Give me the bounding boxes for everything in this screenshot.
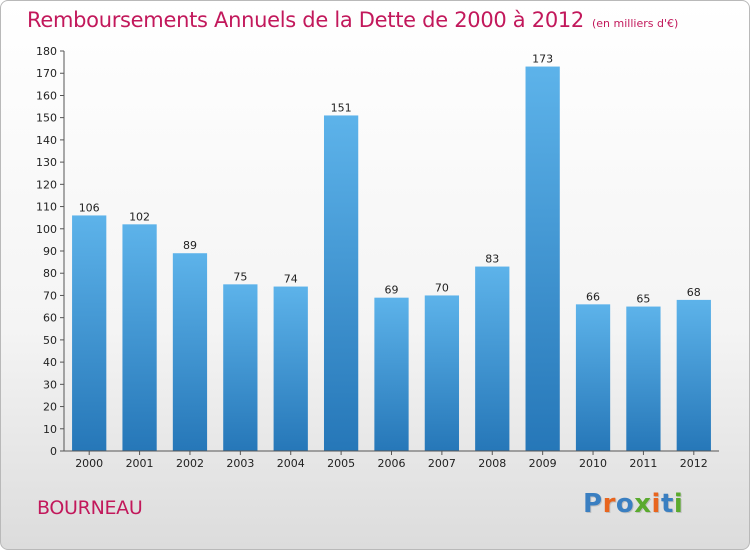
- y-tick-label: 50: [43, 334, 57, 347]
- y-tick-label: 120: [36, 178, 57, 191]
- value-label-2000: 106: [79, 201, 100, 214]
- bar-2008: [475, 266, 510, 451]
- value-label-2008: 83: [485, 253, 499, 266]
- x-tick-label-2010: 2010: [579, 457, 607, 470]
- value-label-2012: 68: [687, 286, 701, 299]
- y-axis: 0 10 20 30 40 50 60 70 80 90 100 110 120 130 140 150 160…: [36, 45, 65, 458]
- y-tick-label: 140: [36, 134, 57, 147]
- value-label-2011: 65: [636, 293, 650, 306]
- logo-letter: t: [660, 489, 674, 519]
- y-tick-label: 20: [43, 401, 57, 414]
- value-label-2009: 173: [532, 53, 553, 66]
- y-tick-label: 0: [50, 445, 57, 458]
- y-tick-label: 130: [36, 156, 57, 169]
- value-label-2007: 70: [435, 281, 449, 294]
- x-tick-label-2000: 2000: [75, 457, 103, 470]
- x-tick-label-2002: 2002: [176, 457, 204, 470]
- y-tick-label: 10: [43, 423, 57, 436]
- bar-2006: [374, 297, 409, 451]
- bar-2009: [525, 66, 560, 452]
- y-tick-label: 70: [43, 289, 57, 302]
- commune-name: BOURNEAU: [37, 497, 143, 519]
- chart-title: Remboursements Annuels de la Dette de 20…: [27, 8, 678, 32]
- bar-2004: [273, 286, 308, 451]
- y-tick-label: 110: [36, 201, 57, 214]
- x-tick-label-2003: 2003: [226, 457, 254, 470]
- chart-title-text: Remboursements Annuels de la Dette de 20…: [27, 8, 584, 32]
- value-label-2005: 151: [331, 101, 352, 114]
- bar-2003: [223, 284, 258, 451]
- bar-2002: [172, 253, 208, 451]
- bar-2010: [575, 304, 611, 451]
- y-tick-label: 170: [36, 67, 57, 80]
- y-tick-label: 90: [43, 245, 57, 258]
- logo-letter: i: [673, 489, 684, 519]
- x-tick-label-2007: 2007: [428, 457, 456, 470]
- x-tick-label-2006: 2006: [378, 457, 406, 470]
- bar-2012: [676, 299, 711, 451]
- logo-letter: i: [651, 489, 661, 519]
- value-label-2001: 102: [129, 210, 150, 223]
- value-label-2004: 74: [284, 273, 298, 286]
- x-tick-label-2011: 2011: [629, 457, 657, 470]
- proxiti-logo: Proxiti: [583, 489, 683, 519]
- logo-letter: x: [634, 489, 652, 519]
- x-tick-label-2004: 2004: [277, 457, 305, 470]
- y-tick-label: 150: [36, 112, 57, 125]
- bar-2005: [323, 115, 359, 451]
- x-tick-label-2005: 2005: [327, 457, 355, 470]
- bar-2001: [122, 224, 157, 451]
- y-tick-label: 160: [36, 89, 57, 102]
- logo-letter: P: [583, 489, 603, 519]
- logo-letter: o: [615, 489, 635, 519]
- x-tick-label-2001: 2001: [126, 457, 154, 470]
- bar-2000: [72, 215, 107, 451]
- y-tick-label: 80: [43, 267, 57, 280]
- y-tick-label: 100: [36, 223, 57, 236]
- x-axis: 2000 2001 2002 2003 2004 2005 2006 2007 2008 2009…: [64, 450, 719, 470]
- y-tick-label: 180: [36, 45, 57, 58]
- x-tick-label-2008: 2008: [478, 457, 506, 470]
- chart-subtitle: (en milliers d'€): [592, 17, 679, 30]
- bars: 106 102 89 75 74 151 69 70 83 173 66 65 68: [72, 53, 711, 452]
- y-tick-label: 60: [43, 312, 57, 325]
- y-tick-label: 40: [43, 356, 57, 369]
- bar-2011: [626, 306, 661, 451]
- y-tick-label: 30: [43, 378, 57, 391]
- bar-2007: [424, 295, 460, 451]
- logo-letter: r: [602, 489, 616, 519]
- value-label-2010: 66: [586, 290, 600, 303]
- x-tick-label-2012: 2012: [680, 457, 708, 470]
- value-label-2006: 69: [385, 284, 399, 297]
- value-label-2002: 89: [183, 239, 197, 252]
- value-label-2003: 75: [233, 270, 247, 283]
- x-tick-label-2009: 2009: [529, 457, 557, 470]
